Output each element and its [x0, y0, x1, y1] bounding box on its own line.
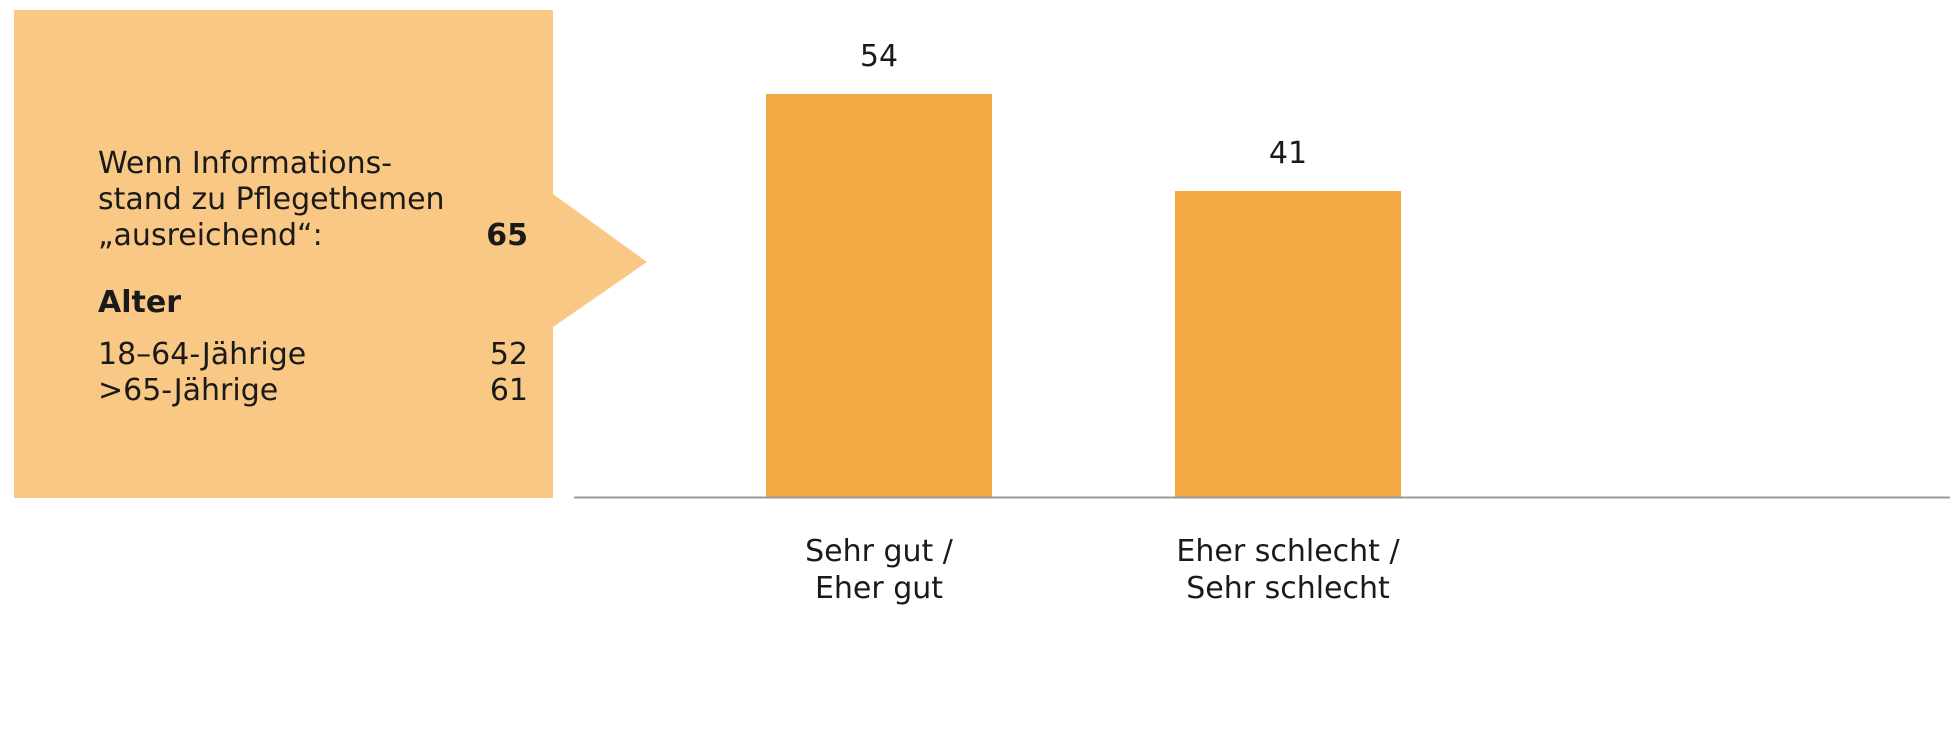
callout-row: 18–64-Jährige 52	[98, 337, 528, 373]
category-label: Eher schlecht /	[1176, 534, 1400, 569]
callout-heading-row: „ausreichend“: 65	[98, 218, 528, 254]
callout-row-label: >65-Jährige	[98, 373, 279, 408]
category-label: Eher gut	[815, 571, 943, 606]
callout-heading-line3: „ausreichend“:	[98, 218, 323, 253]
callout-heading-line2: stand zu Pflegethemen	[98, 182, 445, 217]
category-label: Sehr schlecht	[1186, 571, 1390, 606]
callout-row: >65-Jährige 61	[98, 373, 528, 409]
callout-section-title: Alter	[98, 285, 181, 320]
callout-heading-value: 65	[486, 218, 528, 253]
callout-row-value: 61	[489, 373, 528, 408]
callout-row-value: 52	[489, 337, 528, 372]
bars	[766, 94, 1401, 497]
callout-heading-line1: Wenn Informations-	[98, 146, 393, 181]
bar-value-label: 41	[1269, 136, 1307, 171]
callout-row-label: 18–64-Jährige	[98, 337, 307, 372]
category-label: Sehr gut /	[805, 534, 954, 569]
bar-value-label: 54	[860, 39, 898, 74]
bar	[1175, 191, 1401, 497]
callout-shape	[14, 10, 647, 498]
labels: 54 Sehr gut /Eher gut 41 Eher schlecht /Seh…	[805, 39, 1400, 606]
callout-heading: Wenn Informations- stand zu Pflegethemen	[98, 146, 458, 218]
bar	[766, 94, 992, 497]
